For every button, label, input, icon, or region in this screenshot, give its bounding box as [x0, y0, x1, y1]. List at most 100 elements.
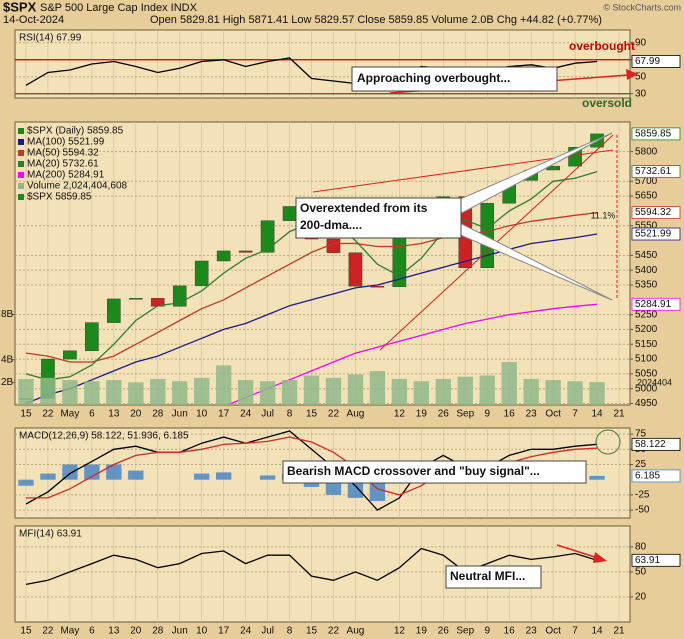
candle	[129, 298, 143, 300]
x-tick-label: 16	[504, 626, 516, 637]
x-tick-label: Aug	[347, 626, 365, 637]
x-tick-label: Sep	[456, 626, 474, 637]
candle	[348, 252, 363, 287]
x-tick-label: Aug	[347, 409, 365, 420]
callout-text: Neutral MFI...	[450, 569, 525, 583]
end-label: 5732.61	[635, 166, 672, 177]
end-label: 5284.91	[635, 299, 672, 310]
y-tick-label: 75	[635, 429, 647, 440]
credit: © StockCharts.com	[603, 2, 681, 12]
candle	[260, 220, 275, 253]
line	[25, 430, 598, 511]
y2-tick-label: 2B	[1, 377, 14, 388]
bar	[150, 378, 166, 405]
bar	[194, 377, 210, 405]
y-tick-label: 50	[635, 567, 647, 578]
x-tick-label: 20	[130, 409, 142, 420]
legend-swatch	[18, 128, 24, 134]
panel-title: MFI(14) 63.91	[19, 529, 82, 540]
arrow-head	[626, 69, 638, 80]
y-tick-label: 4950	[635, 398, 658, 409]
bar	[40, 473, 56, 480]
symbol: $SPX	[3, 0, 37, 14]
trend-arrow	[556, 544, 599, 559]
symbol-name: S&P 500 Large Cap Index INDX	[40, 2, 198, 14]
arrow-head	[593, 552, 607, 563]
x-tick-label: 17	[218, 626, 230, 637]
x-tick-label: 22	[42, 409, 54, 420]
bar	[18, 479, 34, 486]
y-tick-label: 80	[635, 542, 647, 553]
y-tick-label: 50	[635, 71, 647, 82]
plot	[25, 547, 598, 586]
x-tick-label: May	[60, 626, 79, 637]
legend-entry: $SPX (Daily) 5859.85	[27, 126, 124, 137]
y-tick-label: 5100	[635, 354, 658, 365]
end-label-box	[631, 297, 681, 311]
bar	[84, 381, 100, 405]
panel-title: MACD(12,26,9) 58.122, 51.936, 6.185	[19, 431, 189, 442]
bar	[40, 377, 56, 405]
x-tick-label: 15	[20, 626, 32, 637]
legend-swatch	[18, 150, 24, 156]
callout-box	[295, 197, 462, 239]
end-label-box	[631, 227, 681, 241]
x-tick-label: May	[60, 409, 79, 420]
callout-text: Approaching overbought...	[357, 71, 510, 85]
y-tick-label: 5700	[635, 176, 658, 187]
x-tick-label: Jul	[261, 409, 274, 420]
x-tick-label: 13	[108, 409, 120, 420]
candle	[107, 298, 121, 323]
bar	[128, 382, 144, 405]
x-tick-label: Jun	[172, 409, 188, 420]
bar	[259, 475, 276, 480]
x-tick-label: 9	[484, 409, 490, 420]
x-tick-label: 9	[484, 626, 490, 637]
bar	[413, 381, 430, 405]
x-tick-label: 12	[394, 409, 406, 420]
bar	[325, 377, 342, 405]
y-tick-label: 90	[635, 37, 647, 48]
legend-entry: MA(50) 5594.32	[27, 148, 99, 159]
legend-swatch	[18, 183, 24, 189]
bar	[128, 470, 144, 480]
x-tick-label: 21	[613, 626, 625, 637]
legend-entry: MA(200) 5284.91	[27, 170, 105, 181]
volume-label: 2024404	[637, 377, 672, 387]
x-tick-label: Jun	[172, 626, 188, 637]
x-tick-label: 6	[89, 626, 95, 637]
bar	[545, 380, 561, 405]
callout-text: 200-dma....	[300, 218, 362, 232]
bar	[18, 378, 34, 405]
x-tick-label: 24	[240, 409, 252, 420]
y-tick-label: 5050	[635, 369, 658, 380]
end-label: 5594.32	[635, 207, 672, 218]
y-tick-label: 5650	[635, 191, 658, 202]
bar	[106, 380, 122, 405]
x-tick-label: 23	[526, 626, 538, 637]
y-tick-label: 5450	[635, 250, 658, 261]
x-tick-label: 7	[572, 626, 578, 637]
callout-box	[282, 460, 587, 484]
end-label: 67.99	[635, 56, 660, 67]
end-label: 5859.85	[635, 129, 672, 140]
plot	[18, 133, 605, 405]
x-tick-label: 10	[196, 409, 208, 420]
end-label-box	[631, 469, 681, 483]
bar	[106, 464, 122, 480]
bar	[347, 374, 364, 405]
end-label: 6.185	[635, 471, 660, 482]
legend-entry: MA(100) 5521.99	[27, 137, 105, 148]
percent-label: 11.1%	[591, 210, 616, 220]
y-tick-label: 20	[635, 592, 647, 603]
candle	[85, 322, 99, 351]
y-tick-label: 5800	[635, 146, 658, 157]
bar	[303, 375, 320, 405]
y-tick-label: 5250	[635, 309, 658, 320]
legend-swatch	[18, 172, 24, 178]
x-tick-label: 19	[416, 626, 428, 637]
bar	[435, 378, 451, 405]
bar	[259, 381, 276, 405]
candle	[63, 350, 77, 360]
